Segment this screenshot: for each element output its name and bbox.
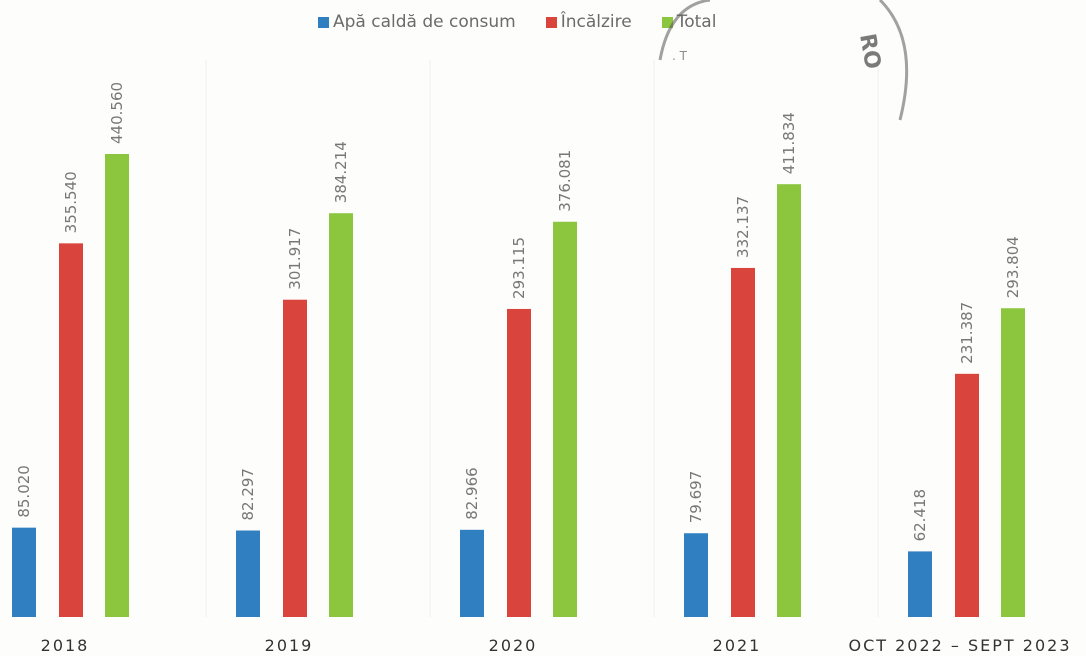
bar-2-0 [105, 154, 129, 617]
data-label-0-2: 82.966 [463, 467, 481, 520]
bar-2-4 [1001, 308, 1025, 617]
bar-1-0 [59, 243, 83, 617]
bar-0-4 [908, 551, 932, 617]
bar-2-2 [553, 221, 577, 617]
legend-label-apa-calda: Apă caldă de consum [333, 12, 516, 32]
bar-1-1 [283, 299, 307, 617]
category-label-4: OCT 2022 – SEPT 2023 [848, 636, 1071, 655]
bar-1-3 [731, 267, 755, 617]
data-label-1-2: 293.115 [510, 237, 528, 299]
legend-item-incalzire: Încălzire [545, 12, 632, 32]
legend-item-apa-calda: Apă caldă de consum [318, 12, 516, 32]
data-label-2-1: 384.214 [332, 141, 350, 203]
bar-0-3 [684, 533, 708, 617]
data-label-2-4: 293.804 [1004, 236, 1022, 298]
category-label-3: 2021 [713, 636, 762, 655]
data-label-2-3: 411.834 [780, 112, 798, 174]
data-label-2-2: 376.081 [556, 150, 574, 212]
data-label-1-3: 332.137 [734, 196, 752, 258]
bar-0-0 [12, 527, 36, 617]
data-label-1-1: 301.917 [286, 228, 304, 290]
bar-2-1 [329, 213, 353, 617]
data-label-1-0: 355.540 [62, 171, 80, 233]
legend-swatch-apa-calda [318, 16, 329, 28]
data-label-1-4: 231.387 [958, 302, 976, 364]
bar-0-1 [236, 530, 260, 617]
category-label-0: 2018 [41, 636, 90, 655]
data-label-0-3: 79.697 [687, 471, 705, 524]
data-label-2-0: 440.560 [108, 82, 126, 144]
legend-label-incalzire: Încălzire [560, 12, 632, 32]
bar-1-4 [955, 373, 979, 617]
bar-0-2 [460, 529, 484, 617]
category-label-2: 2020 [489, 636, 538, 655]
bar-1-2 [507, 308, 531, 617]
category-label-1: 2019 [265, 636, 314, 655]
data-label-0-0: 85.020 [15, 465, 33, 518]
legend-swatch-incalzire [545, 16, 557, 28]
data-label-0-4: 62.418 [911, 489, 929, 542]
data-label-0-1: 82.297 [239, 468, 257, 521]
bar-2-3 [777, 184, 801, 618]
